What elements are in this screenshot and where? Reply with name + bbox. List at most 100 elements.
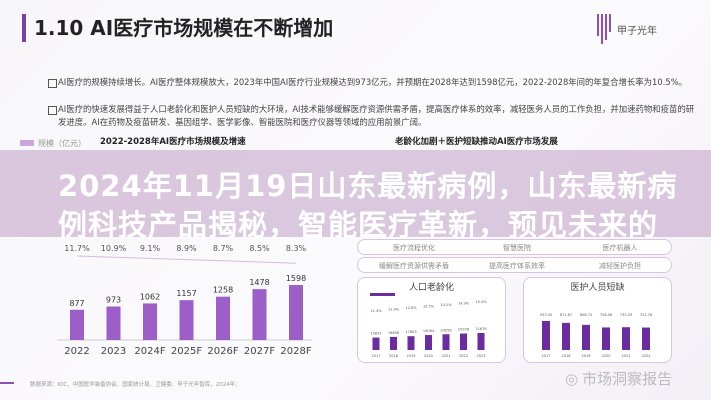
panel1-bar [390, 336, 397, 350]
benefit-item: 医疗流程优化 [393, 243, 435, 252]
x-tick-label: 2022 [64, 346, 89, 357]
panel-staff-title: 医护人员短缺 [570, 283, 625, 293]
bar-value-label: 973 [106, 296, 121, 305]
benefit-item: 医疗机器人 [603, 243, 638, 252]
weibo-icon: ◎ [565, 369, 579, 388]
panel1-value: 19064 [423, 329, 435, 333]
panel1-rate: 15.4% [475, 300, 487, 304]
growth-label: 11.7% [64, 244, 90, 253]
panel2-year: 2017 [542, 354, 551, 358]
panel1-value: 21676 [475, 327, 486, 331]
bar-value-label: 877 [69, 299, 84, 308]
panel1-year: 2020 [424, 354, 433, 358]
panel1-year: 2021 [442, 354, 451, 358]
panel1-year: 2018 [389, 354, 398, 358]
growth-label: 8.5% [249, 244, 270, 253]
panel2-value: 808.75 [580, 313, 592, 317]
bar-value-label: 1258 [213, 286, 233, 295]
bar-value-label: 1157 [176, 289, 196, 298]
benefit-item: 提高医疗体系效率 [489, 261, 545, 270]
right-title: 老龄化加剧＋医护短缺推动AI医疗市场发展 [395, 137, 558, 147]
panel1-rate: 12.6% [405, 306, 417, 310]
panel1-year: 2023 [477, 354, 486, 358]
panel2-bar [562, 322, 570, 350]
headline-line-2: 例科技产品揭秘，智能医疗革新，预见未来的 [58, 208, 659, 242]
benefit-box-2 [357, 257, 672, 273]
watermark: ◎ 市场洞察报告 [565, 368, 672, 389]
source-marker [0, 382, 14, 384]
panel1-rate: 13.5% [423, 305, 435, 309]
growth-label: 8.7% [213, 244, 234, 253]
legend-label: 规模（亿元） [38, 138, 86, 148]
x-tick-label: 2026F [207, 346, 238, 357]
logo: 甲子光年 [597, 14, 657, 44]
panel1-bar [372, 337, 380, 350]
bar [216, 296, 230, 340]
growth-label: 10.9% [101, 244, 127, 253]
panel1-bar [407, 336, 415, 350]
bar [70, 309, 84, 340]
panel1-value: 20056 [440, 328, 451, 332]
benefit-item: 缓解医疗资源供需矛盾 [379, 261, 449, 270]
panel2-bar [602, 327, 610, 350]
bar [106, 306, 121, 340]
benefit-item: 减轻医护负担 [599, 261, 641, 270]
source-note: 数据来源：IDC、中国医学装备协会、国家统计局、卫健委、甲子光年智库，2024年… [30, 382, 241, 388]
panel1-rate: 11.4% [370, 309, 382, 313]
panel1-year: 2017 [372, 354, 381, 358]
logo-icon [597, 14, 611, 44]
benefit-item: 智慧医院 [503, 243, 531, 252]
x-tick-label: 2023 [101, 346, 126, 357]
panel1-rate: 11.9% [388, 308, 400, 312]
panel1-value: 15831 [370, 332, 381, 336]
bar-value-label: 1478 [249, 278, 269, 287]
panel2-bar [642, 327, 650, 350]
headline-line-1: 2024年11月19日山东最新病例，山东最新病 [58, 169, 678, 203]
slide-title: 1.10 AI医疗市场规模在不断增加 [22, 14, 333, 42]
panel1-rate: 14.9% [458, 302, 470, 306]
panel2-value: 871.87 [560, 313, 572, 317]
logo-text: 甲子光年 [617, 25, 657, 37]
x-tick-label: 2027F [244, 346, 275, 357]
bar [143, 303, 157, 340]
panel-aging-title: 人口老龄化 [408, 283, 454, 293]
headline-banner: 2024年11月19日山东最新病例，山东最新病 例科技产品揭秘，智能医疗革新，预… [0, 150, 711, 242]
panel2-bar [542, 321, 550, 350]
x-tick-label: 2024F [134, 346, 165, 357]
bar [252, 289, 267, 340]
panel1-year: 2022 [459, 354, 468, 358]
panel1-value: 16658 [388, 331, 399, 335]
x-tick-label: 2025F [171, 346, 202, 357]
panel1-value: 17603 [405, 330, 416, 334]
panel1-legend-swatch [370, 293, 395, 296]
panel2-value: 726.08 [600, 313, 612, 317]
bar [179, 300, 194, 340]
panel2-value: 733.29 [620, 313, 632, 317]
panel2-bar [582, 324, 590, 350]
panel1-bar [442, 334, 450, 350]
growth-label: 8.9% [176, 244, 197, 253]
bullet-2: AI医疗的快速发展得益于人口老龄化和医护人员短缺的大环境，AI技术能够缓解医疗资… [48, 103, 698, 129]
panel2-year: 2021 [622, 354, 631, 358]
x-tick-label: 2028F [280, 346, 311, 357]
panel2-year: 2020 [602, 354, 611, 358]
bar [289, 285, 303, 340]
panel1-bar [425, 335, 432, 350]
panel1-rate: 14.2% [440, 303, 452, 307]
panel1-bar [460, 333, 467, 350]
bar-value-label: 1062 [140, 292, 160, 301]
panel1-bar [477, 333, 485, 350]
panel1-year: 2019 [407, 354, 416, 358]
panel2-bar [622, 327, 630, 350]
legend-swatch [20, 140, 34, 146]
benefit-box-1 [357, 239, 672, 255]
panel2-year: 2022 [642, 354, 651, 358]
panel2-value: 722.76 [640, 313, 652, 317]
growth-label: 8.3% [286, 244, 307, 253]
panel2-year: 2018 [562, 354, 571, 358]
panel1-value: 20978 [458, 328, 469, 332]
watermark-text: 市场洞察报告 [582, 370, 673, 388]
bullet-1: AI医疗的规模持续增长。AI医疗整体规模放大，2023年中国AI医疗行业规模达到… [48, 76, 698, 89]
growth-label: 9.1% [140, 244, 161, 253]
